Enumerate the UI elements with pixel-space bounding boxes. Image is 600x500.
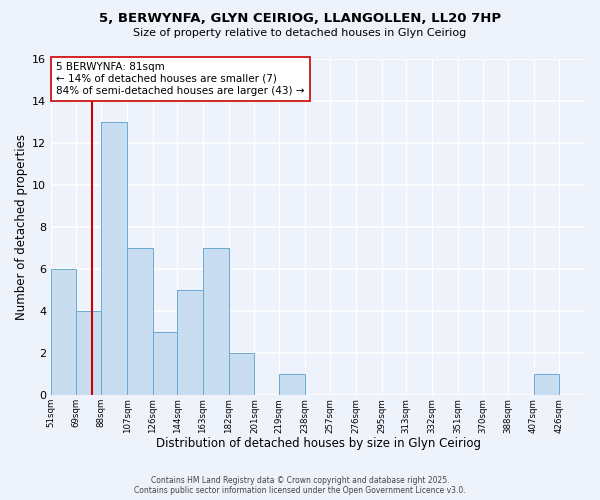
Bar [279, 374, 305, 395]
Y-axis label: Number of detached properties: Number of detached properties [15, 134, 28, 320]
Bar [101, 122, 127, 395]
Bar [229, 353, 254, 395]
Bar [177, 290, 203, 395]
X-axis label: Distribution of detached houses by size in Glyn Ceiriog: Distribution of detached houses by size … [155, 437, 481, 450]
Bar [203, 248, 229, 395]
Bar [76, 311, 101, 395]
Text: Contains HM Land Registry data © Crown copyright and database right 2025.
Contai: Contains HM Land Registry data © Crown c… [134, 476, 466, 495]
Bar [533, 374, 559, 395]
Text: 5, BERWYNFA, GLYN CEIRIOG, LLANGOLLEN, LL20 7HP: 5, BERWYNFA, GLYN CEIRIOG, LLANGOLLEN, L… [99, 12, 501, 26]
Text: Size of property relative to detached houses in Glyn Ceiriog: Size of property relative to detached ho… [133, 28, 467, 38]
Bar [153, 332, 177, 395]
Bar [127, 248, 153, 395]
Text: 5 BERWYNFA: 81sqm
← 14% of detached houses are smaller (7)
84% of semi-detached : 5 BERWYNFA: 81sqm ← 14% of detached hous… [56, 62, 305, 96]
Bar [51, 269, 76, 395]
